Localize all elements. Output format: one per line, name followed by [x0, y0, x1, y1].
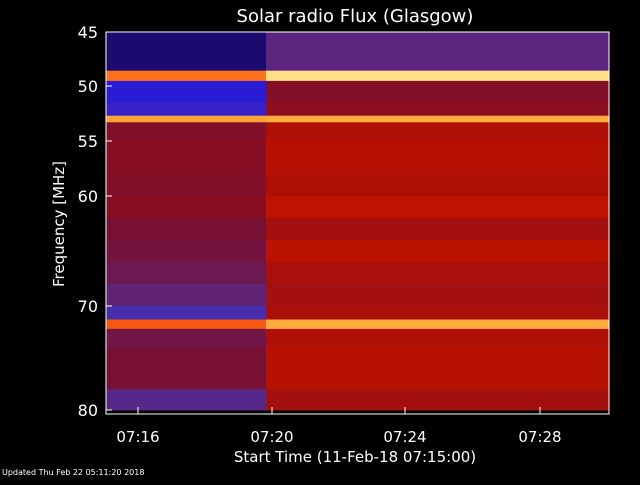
- heatmap-cell: [266, 196, 610, 219]
- x-axis-label: Start Time (11-Feb-18 07:15:00): [234, 448, 476, 466]
- y-axis-label: Frequency [MHz]: [50, 161, 68, 287]
- heatmap-cell: [266, 328, 610, 349]
- heatmap-cell: [106, 70, 267, 82]
- x-axis: 07:16 07:20 07:24 07:28: [116, 407, 562, 446]
- plot-frame: [105, 31, 610, 415]
- heatmap-cell: [266, 284, 610, 307]
- heatmap-cell: [266, 389, 610, 411]
- heatmap-cell: [266, 80, 610, 103]
- x-tick-label: 07:28: [518, 428, 561, 446]
- heatmap-cell: [106, 284, 267, 307]
- x-tick-label: 07:16: [116, 428, 159, 446]
- y-tick-label: 80: [78, 401, 98, 420]
- heatmap-cell: [106, 306, 267, 321]
- heatmap-cell: [266, 141, 610, 175]
- heatmap-cell: [266, 174, 610, 197]
- heatmap-cell: [106, 32, 267, 72]
- heatmap-cell: [266, 122, 610, 142]
- y-axis: 45 50 55 60 70 80: [78, 23, 112, 420]
- heatmap-cell: [266, 102, 610, 117]
- heatmap-cell: [266, 319, 610, 330]
- y-tick-label: 55: [78, 132, 98, 151]
- heatmap-cell: [106, 389, 267, 411]
- heatmap-cell: [106, 102, 267, 117]
- heatmap-cell: [106, 122, 267, 142]
- updated-timestamp: Updated Thu Feb 22 05:11:20 2018: [2, 468, 145, 477]
- heatmap-cell: [266, 32, 610, 72]
- heatmap-cell: [106, 174, 267, 197]
- heatmap-cell: [266, 218, 610, 241]
- heatmap-cell: [266, 70, 610, 82]
- chart-title: Solar radio Flux (Glasgow): [237, 6, 474, 27]
- y-tick-label: 60: [78, 187, 98, 206]
- x-tick-label: 07:20: [250, 428, 293, 446]
- heatmap-cell: [106, 115, 267, 123]
- y-tick-label: 45: [78, 23, 98, 42]
- heatmap-cell: [106, 218, 267, 241]
- heatmap-cell: [266, 306, 610, 321]
- heatmap-cell: [266, 115, 610, 123]
- heatmap-cell: [106, 319, 267, 330]
- heatmap-cell: [106, 141, 267, 175]
- heatmap-cell: [106, 262, 267, 285]
- x-tick-label: 07:24: [383, 428, 426, 446]
- y-tick-label: 50: [78, 77, 98, 96]
- heatmap-cell: [106, 196, 267, 219]
- heatmap-cell: [266, 262, 610, 285]
- heatmap-cell: [106, 328, 267, 349]
- y-tick-label: 70: [78, 297, 98, 316]
- heatmap-cells: [106, 32, 610, 411]
- heatmap-cell: [106, 347, 267, 390]
- heatmap-cell: [106, 80, 267, 103]
- heatmap-cell: [266, 347, 610, 390]
- heatmap-cell: [266, 240, 610, 263]
- heatmap-cell: [106, 240, 267, 263]
